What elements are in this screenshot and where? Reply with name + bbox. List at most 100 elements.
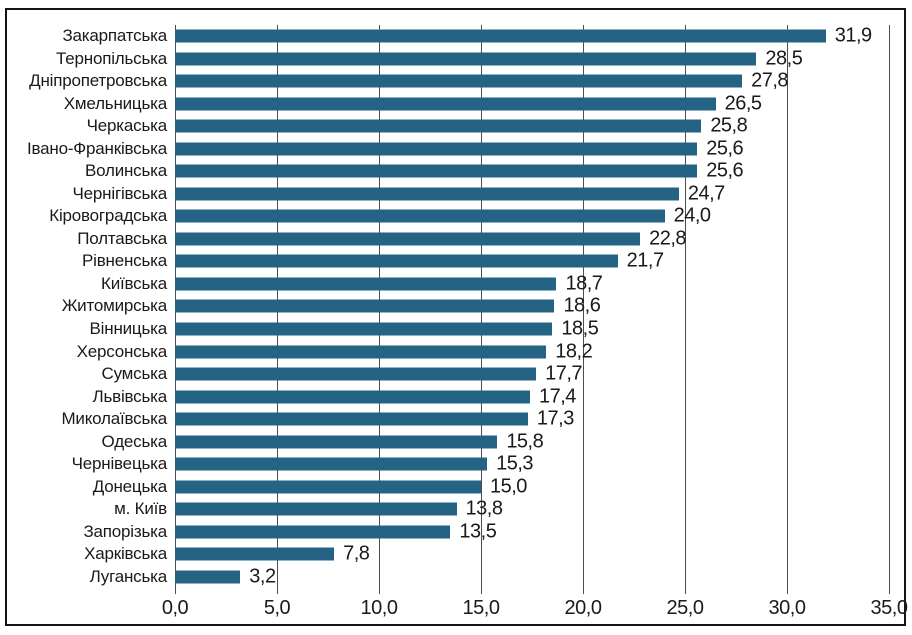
bar-row: Одеська 15,8 <box>102 430 889 453</box>
category-label: Волинська <box>84 161 167 181</box>
bar-row: Полтавська 22,8 <box>77 227 889 251</box>
value-label: 21,7 <box>626 249 664 272</box>
bar-row: Черкаська 25,8 <box>87 114 889 138</box>
value-label: 15,8 <box>506 430 544 453</box>
gridline-x-25 <box>684 25 686 588</box>
category-label: Одеська <box>101 431 168 451</box>
bar <box>175 412 528 426</box>
bar-row: Кіровоградська 24,0 <box>49 205 889 228</box>
category-label: Кіровоградська <box>49 206 167 226</box>
bar-row: Чернігівська 24,7 <box>73 182 889 206</box>
category-label: м. Київ <box>114 499 167 519</box>
category-label: Запорізька <box>83 521 167 541</box>
x-tick-label: 10,0 <box>360 597 398 619</box>
x-tick-label: 30,0 <box>768 597 806 619</box>
value-label: 22,8 <box>649 227 687 250</box>
bar-row: Івано-Франківська 25,6 <box>27 137 889 161</box>
bar <box>175 74 743 88</box>
value-label: 15,0 <box>490 475 527 498</box>
x-tick-mark-30 <box>786 588 788 594</box>
category-label: Миколаївська <box>61 409 167 429</box>
bar-row: Вінницька 18,5 <box>90 317 889 341</box>
bar <box>175 480 481 494</box>
category-label: Сумська <box>101 364 168 384</box>
value-label: 7,8 <box>343 542 370 565</box>
category-label: Дніпропетровська <box>29 71 167 91</box>
bar <box>175 345 547 359</box>
bar-row: Миколаївська 17,3 <box>61 407 889 431</box>
x-tick-mark-35 <box>888 588 890 594</box>
bar-row: Тернопільська 28,5 <box>56 47 889 71</box>
x-tick-label: 25,0 <box>666 597 704 619</box>
bar-row: Київська 18,7 <box>101 272 889 296</box>
bar <box>175 29 826 43</box>
value-label: 17,3 <box>536 407 574 430</box>
value-label: 18,2 <box>555 340 593 363</box>
bar <box>175 502 457 516</box>
bar <box>175 570 241 584</box>
chart-frame: Закарпатська 31,9 Тернопільська 28,5 Дніпроп… <box>5 8 908 626</box>
value-label: 13,8 <box>465 497 503 520</box>
value-label: 31,9 <box>834 24 872 47</box>
bar-row: м. Київ 13,8 <box>114 497 889 521</box>
bar-row: Закарпатська 31,9 <box>62 24 889 48</box>
value-label: 25,8 <box>710 114 748 137</box>
bar <box>175 164 698 178</box>
bar <box>175 299 555 313</box>
bar-row: Волинська 25,6 <box>85 159 889 183</box>
bar <box>175 435 498 449</box>
value-label: 17,7 <box>545 362 583 385</box>
bar <box>175 525 451 539</box>
x-tick-mark-25 <box>684 588 686 594</box>
bar <box>175 232 641 246</box>
category-label: Чернігівська <box>72 183 168 203</box>
x-tick-label: 5,0 <box>263 597 291 619</box>
value-label: 25,6 <box>706 159 744 182</box>
category-label: Харківська <box>84 544 167 564</box>
gridline-x-30 <box>786 25 788 588</box>
gridline-x-20 <box>582 25 584 588</box>
bar-row: Львівська 17,4 <box>93 385 889 408</box>
value-label: 17,4 <box>538 385 576 408</box>
value-label: 24,7 <box>687 182 725 205</box>
bar-row: Хмельницька 26,5 <box>64 92 889 116</box>
value-label: 18,5 <box>561 317 599 340</box>
value-label: 26,5 <box>724 92 762 115</box>
value-label: 18,6 <box>563 294 601 317</box>
bar <box>175 367 537 381</box>
bar <box>175 209 665 223</box>
gridline-x-35 <box>888 25 890 588</box>
bar-row: Запорізька 13,5 <box>83 520 889 543</box>
category-label: Полтавська <box>77 228 167 248</box>
x-tick-mark-15 <box>480 588 482 594</box>
value-label: 15,3 <box>496 452 534 475</box>
value-label: 13,5 <box>459 520 497 543</box>
category-label: Чернівецька <box>71 454 168 474</box>
bar-row: Харківська 7,8 <box>84 542 889 566</box>
bar-row: Дніпропетровська 27,8 <box>29 70 889 93</box>
value-label: 25,6 <box>706 137 744 160</box>
bar <box>175 254 618 268</box>
category-label: Вінницька <box>89 319 168 338</box>
category-label: Тернопільська <box>56 48 167 68</box>
x-tick-label: 15,0 <box>462 597 500 619</box>
x-tick-mark-20 <box>582 588 584 594</box>
category-label: Закарпатська <box>62 26 167 46</box>
category-label: Херсонська <box>76 341 168 361</box>
category-label: Львівська <box>92 386 168 406</box>
x-tick-mark-5 <box>276 588 278 594</box>
bar-row: Луганська 3,2 <box>90 565 889 588</box>
category-label: Хмельницька <box>63 93 167 113</box>
x-tick-mark-10 <box>378 588 380 594</box>
bar-row: Сумська 17,7 <box>102 362 889 386</box>
category-label: Рівненська <box>81 251 167 271</box>
category-label: Київська <box>101 273 167 293</box>
bar <box>175 390 530 404</box>
bar <box>175 142 698 156</box>
category-label: Луганська <box>89 566 168 586</box>
plot-area: Закарпатська 31,9 Тернопільська 28,5 Дніпроп… <box>27 24 908 619</box>
category-label: Житомирська <box>61 296 168 316</box>
value-label: 3,2 <box>249 565 276 588</box>
x-tick-label: 0,0 <box>161 597 189 619</box>
category-label: Івано-Франківська <box>26 138 167 158</box>
